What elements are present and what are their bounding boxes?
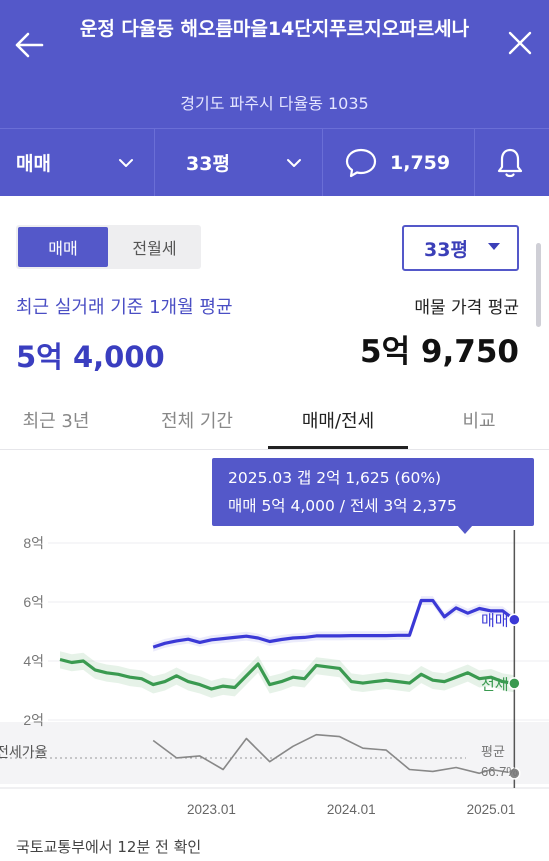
divider [322, 129, 323, 196]
tooltip-line-gap: 2025.03 갭 2억 1,625 (60%) [228, 469, 442, 487]
x-tick-label: 2023.01 [187, 802, 236, 817]
series-line-jeonse [59, 657, 515, 691]
filter-bar: 매매 33평 1,759 [0, 128, 549, 196]
y-tick-label: 2억 [23, 712, 44, 728]
segment-sale[interactable]: 매매 [18, 227, 108, 267]
ratio-average-label: 평균 [481, 744, 505, 759]
size-dropdown[interactable]: 33평 [186, 129, 311, 196]
series-label-jeonse: 전세 [481, 676, 509, 693]
speech-bubble-icon [345, 148, 377, 177]
series-line-ratio [152, 733, 515, 775]
ratio-average-value: 66.7% [481, 764, 518, 779]
tab-recent-3y[interactable]: 최근 3년 [22, 410, 90, 432]
ratio-panel-bg [0, 722, 549, 784]
divider [474, 129, 475, 196]
page-title: 운정 다율동 해오름마을14단지푸르지오파르세나 [79, 18, 470, 40]
scrollbar-thumb[interactable] [536, 243, 541, 327]
comment-count: 1,759 [390, 151, 451, 174]
chevron-down-icon [287, 159, 301, 167]
sale-range-band [153, 596, 515, 652]
chart-tooltip: 2025.03 갭 2억 1,625 (60%) 매매 5억 4,000 / 전… [212, 458, 534, 526]
ratio-panel-label: 전세가율 [0, 744, 48, 760]
tab-compare[interactable]: 비교 [462, 410, 496, 432]
y-tick-label: 6억 [23, 594, 44, 610]
x-tick-label: 2024.01 [327, 802, 376, 817]
tab-all-period[interactable]: 전체 기간 [161, 410, 233, 432]
data-source-note: 국토교통부에서 12분 전 확인 [16, 838, 202, 856]
recent-price-label: 최근 실거래 기준 1개월 평균 [16, 297, 233, 318]
tooltip-line-prices: 매매 5억 4,000 / 전세 3억 2,375 [228, 497, 457, 515]
x-tick-label: 2025.01 [467, 802, 516, 817]
recent-price-value: 5억 4,000 [16, 340, 165, 374]
chevron-down-icon [119, 159, 133, 167]
tooltip-arrow [457, 525, 473, 534]
endpoint-dot-jeonse [508, 677, 521, 690]
active-tab-indicator [268, 446, 408, 449]
notification-button[interactable] [494, 129, 534, 196]
y-tick-label: 4억 [23, 653, 44, 669]
jeonse-range-band [60, 651, 515, 698]
trade-type-dropdown[interactable]: 매매 [16, 129, 141, 196]
caret-down-icon [488, 243, 500, 250]
size-select-label: 33평 [424, 238, 468, 261]
app-header: 운정 다율동 해오름마을14단지푸르지오파르세나 경기도 파주시 다율동 103… [0, 0, 549, 128]
trade-segment-control: 매매 전월세 [16, 225, 201, 269]
tab-sale-jeonse[interactable]: 매매/전세 [301, 410, 375, 432]
y-tick-label: 8억 [23, 535, 44, 551]
size-label: 33평 [186, 153, 230, 175]
chart-tabs: 최근 3년 전체 기간 매매/전세 비교 [0, 390, 549, 450]
listing-price-label: 매물 가격 평균 [414, 298, 519, 318]
trade-type-label: 매매 [16, 153, 51, 175]
address-text: 경기도 파주시 다율동 1035 [180, 94, 369, 113]
series-line-sale [152, 598, 516, 649]
segment-rent[interactable]: 전월세 [132, 239, 177, 258]
endpoint-dot-ratio [508, 767, 521, 780]
listing-price-value: 5억 9,750 [360, 334, 519, 370]
comments-button[interactable]: 1,759 [344, 129, 474, 196]
back-arrow-icon[interactable] [12, 28, 46, 62]
divider [154, 129, 155, 196]
size-select[interactable]: 33평 [402, 225, 519, 271]
series-label-sale: 매매 [481, 613, 509, 630]
endpoint-dot-sale [508, 613, 521, 626]
close-icon[interactable] [505, 28, 535, 58]
bell-icon [497, 148, 523, 177]
